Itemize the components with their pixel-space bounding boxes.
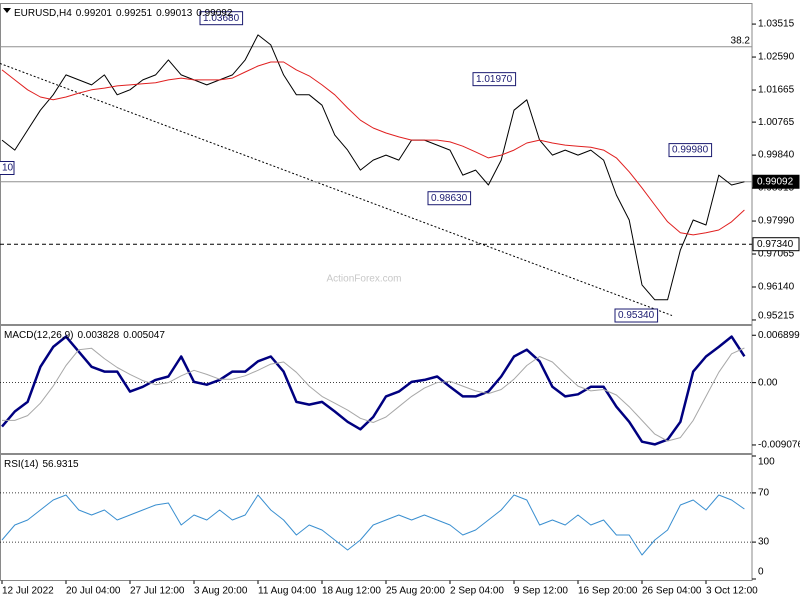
y-tick-label: 1.00765: [758, 117, 795, 128]
x-tick-label: 25 Aug 20:00: [386, 586, 445, 597]
x-tick-label: 18 Aug 12:00: [322, 586, 381, 597]
level-label: 0.97340: [757, 239, 794, 250]
callout: 1.01970: [472, 72, 517, 87]
callout-box: [427, 191, 472, 206]
x-tick-label: 3 Aug 20:00: [194, 586, 248, 597]
x-tick-label: 2 Sep 04:00: [450, 586, 504, 597]
level-label-box: [752, 174, 800, 189]
x-tick-label: 3 Oct 12:00: [706, 586, 758, 597]
clipped-callout-label: 10: [2, 163, 14, 174]
y-tick-label: 0.99840: [758, 150, 795, 161]
level-label-box: [752, 237, 800, 252]
y-tick-label: -0.009076: [758, 440, 800, 451]
y-tick-label: 0.006899: [758, 330, 800, 341]
level-label: 38.2: [731, 35, 751, 46]
panel-title: MACD(12,26,9): [4, 330, 73, 341]
header-value: 0.99201: [76, 8, 113, 19]
callout-box: [199, 11, 244, 26]
header-value: 0.99092: [196, 8, 233, 19]
y-tick-label: 100: [758, 457, 775, 468]
y-tick-label: 0.00: [758, 377, 778, 388]
y-tick-label: 0.97065: [758, 249, 795, 260]
callout-box: [472, 72, 517, 87]
x-tick-label: 12 Jul 2022: [2, 586, 54, 597]
clipped-callout-box: [0, 161, 15, 175]
callout-label: 1.03680: [203, 13, 240, 24]
y-tick-label: 0.96140: [758, 282, 795, 293]
series-line: [2, 347, 745, 442]
x-tick-label: 27 Jul 12:00: [130, 586, 185, 597]
panel-header: EURUSD,H4 0.99201 0.99251 0.99013 0.99092: [14, 8, 233, 19]
y-tick-label: 0.95215: [758, 311, 795, 322]
panel-header: RSI(14) 56.9315: [4, 459, 79, 470]
y-tick-label: 1.03515: [758, 19, 795, 30]
y-tick-label: 30: [758, 537, 770, 548]
panel-header: MACD(12,26,9) 0.003828 0.005047: [4, 330, 165, 341]
header-value: 0.99013: [156, 8, 193, 19]
callout-label: 1.01970: [476, 74, 513, 85]
series-line: [1, 335, 746, 446]
header-value: 0.99251: [116, 8, 153, 19]
x-tick-label: 20 Jul 04:00: [66, 586, 121, 597]
header-value: 0.005047: [123, 330, 165, 341]
callout-label: 0.99980: [672, 145, 709, 156]
x-tick-label: 26 Sep 04:00: [642, 586, 702, 597]
watermark: ActionForex.com: [326, 274, 401, 285]
callout: 0.98630: [427, 191, 472, 206]
level-label: 0.99092: [757, 176, 794, 187]
x-tick-label: 9 Sep 12:00: [514, 586, 568, 597]
y-tick-label: 1.01665: [758, 85, 795, 96]
y-tick-label: 0: [758, 567, 764, 578]
y-tick-label: 70: [758, 488, 770, 499]
series-line: [1, 61, 745, 236]
callout-label: 0.95340: [618, 310, 655, 321]
series-line: [1, 494, 745, 556]
callout-box: [668, 143, 713, 158]
callout-box: [614, 308, 659, 323]
y-tick-label: 1.02590: [758, 52, 795, 63]
series-line: [1, 34, 745, 301]
x-tick-label: 16 Sep 20:00: [578, 586, 638, 597]
callout-label: 0.98630: [431, 193, 468, 204]
menu-triangle: [3, 8, 11, 13]
header-value: 56.9315: [42, 459, 79, 470]
callout: 0.99980: [668, 143, 713, 158]
panel-title: RSI(14): [4, 459, 38, 470]
panel-title: EURUSD,H4: [14, 8, 72, 19]
y-tick-label: 0.97990: [758, 216, 795, 227]
x-tick-label: 11 Aug 04:00: [258, 586, 317, 597]
callout: 1.03680: [199, 11, 244, 26]
callout: 0.95340: [614, 308, 659, 323]
header-value: 0.003828: [77, 330, 119, 341]
